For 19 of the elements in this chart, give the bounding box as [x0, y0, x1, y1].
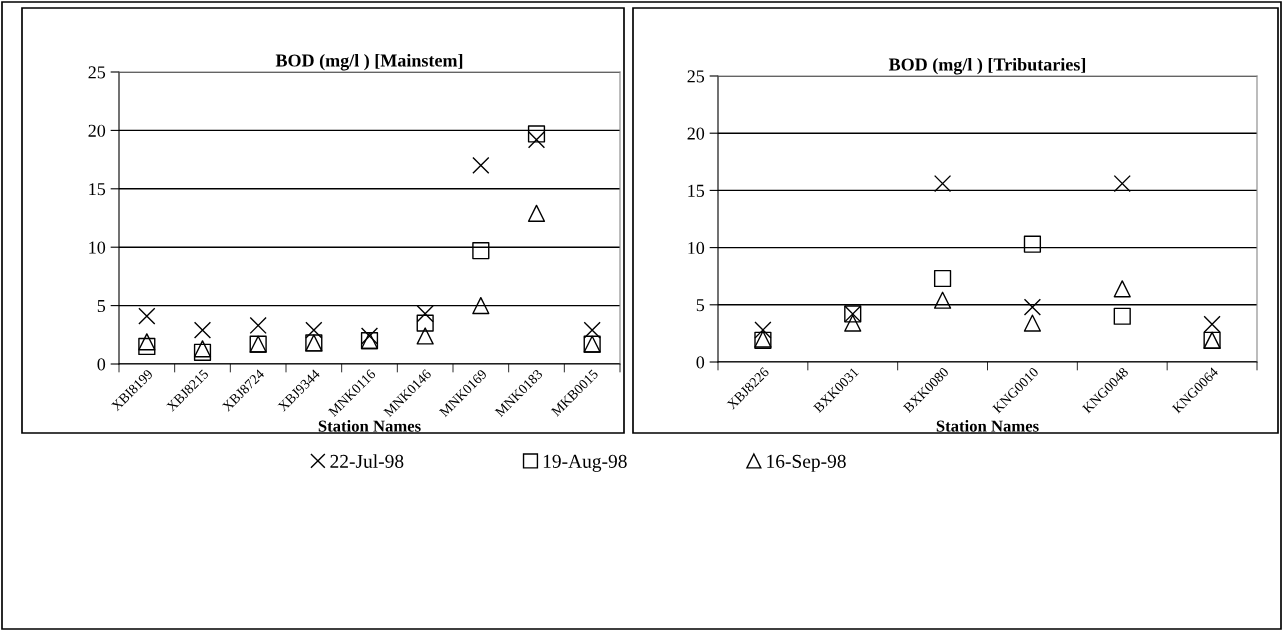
- y-tick-label: 10: [688, 241, 705, 255]
- y-tick-label: 10: [89, 241, 106, 254]
- y-tick-label: 5: [696, 299, 705, 312]
- chart-title: BOD (mg/l ) [Mainstem]: [275, 53, 463, 71]
- y-tick-label: 0: [97, 358, 106, 371]
- y-tick-label: 20: [88, 124, 106, 137]
- x-axis-title: Station Names: [936, 420, 1039, 432]
- y-tick-label: 15: [89, 183, 106, 196]
- legend-label: 16-Sep-98: [767, 454, 846, 472]
- y-tick-label: 20: [687, 127, 705, 140]
- y-tick-label: 15: [688, 184, 705, 197]
- y-tick-label: 5: [97, 300, 106, 313]
- y-tick-label: 25: [687, 70, 705, 83]
- chart-title: BOD (mg/l ) [Tributaries]: [888, 57, 1086, 75]
- legend-label: 22-Jul-98: [330, 454, 404, 468]
- legend-label: 19-Aug-98: [543, 454, 627, 472]
- x-axis-title: Station Names: [318, 420, 421, 432]
- y-tick-label: 25: [88, 66, 106, 79]
- y-tick-label: 0: [696, 356, 705, 369]
